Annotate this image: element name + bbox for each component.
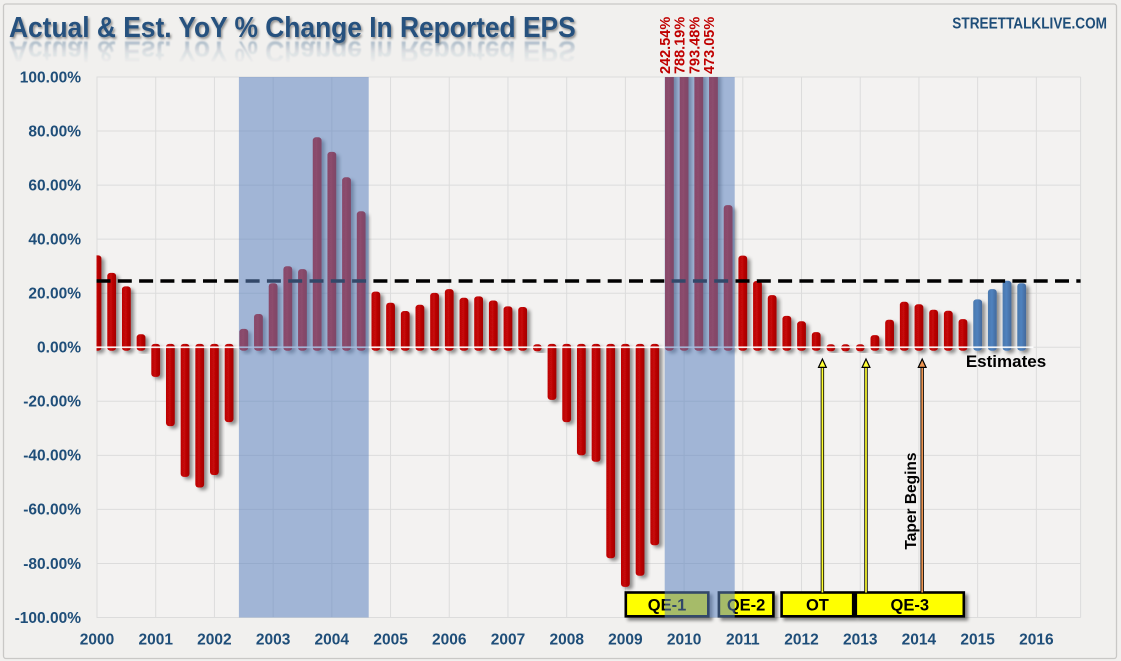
- svg-text:Actual & Est. YoY % Change In: Actual & Est. YoY % Change In Reported E…: [9, 35, 576, 67]
- svg-text:2009: 2009: [608, 632, 643, 649]
- svg-text:2012: 2012: [784, 632, 818, 649]
- svg-text:-60.00%: -60.00%: [23, 502, 81, 519]
- svg-text:OT: OT: [806, 597, 829, 615]
- svg-text:QE-3: QE-3: [891, 597, 930, 615]
- svg-text:2000: 2000: [80, 632, 114, 649]
- svg-text:2005: 2005: [373, 632, 408, 649]
- svg-text:2016: 2016: [1019, 632, 1054, 649]
- svg-text:2011: 2011: [726, 632, 760, 649]
- svg-text:-100.00%: -100.00%: [15, 610, 82, 627]
- svg-text:2001: 2001: [138, 632, 173, 649]
- svg-text:788.19%: 788.19%: [673, 17, 689, 74]
- svg-text:2008: 2008: [549, 632, 584, 649]
- svg-text:100.00%: 100.00%: [20, 69, 81, 86]
- svg-text:-40.00%: -40.00%: [23, 448, 81, 465]
- svg-text:2013: 2013: [843, 632, 878, 649]
- svg-text:2015: 2015: [960, 632, 995, 649]
- svg-text:2004: 2004: [315, 632, 350, 649]
- svg-text:Taper Begins: Taper Begins: [903, 452, 920, 549]
- svg-text:2006: 2006: [432, 632, 467, 649]
- svg-text:2002: 2002: [197, 632, 231, 649]
- svg-text:QE-2: QE-2: [727, 597, 766, 615]
- svg-text:793.48%: 793.48%: [687, 17, 703, 74]
- svg-text:Actual & Est. YoY % Change In: Actual & Est. YoY % Change In Reported E…: [9, 11, 576, 43]
- svg-text:40.00%: 40.00%: [28, 231, 81, 248]
- svg-text:2007: 2007: [491, 632, 525, 649]
- svg-text:2014: 2014: [902, 632, 937, 649]
- svg-text:-80.00%: -80.00%: [23, 556, 81, 573]
- svg-text:80.00%: 80.00%: [28, 123, 81, 140]
- svg-text:Estimates: Estimates: [966, 352, 1046, 371]
- svg-text:2003: 2003: [256, 632, 291, 649]
- svg-text:60.00%: 60.00%: [28, 177, 81, 194]
- svg-text:20.00%: 20.00%: [28, 286, 81, 303]
- svg-text:242.54%: 242.54%: [658, 17, 674, 74]
- svg-text:0.00%: 0.00%: [37, 340, 81, 357]
- svg-text:2010: 2010: [667, 632, 701, 649]
- svg-text:473.05%: 473.05%: [702, 17, 718, 74]
- svg-text:STREETTALKLIVE.COM: STREETTALKLIVE.COM: [952, 16, 1107, 33]
- svg-text:-20.00%: -20.00%: [23, 394, 81, 411]
